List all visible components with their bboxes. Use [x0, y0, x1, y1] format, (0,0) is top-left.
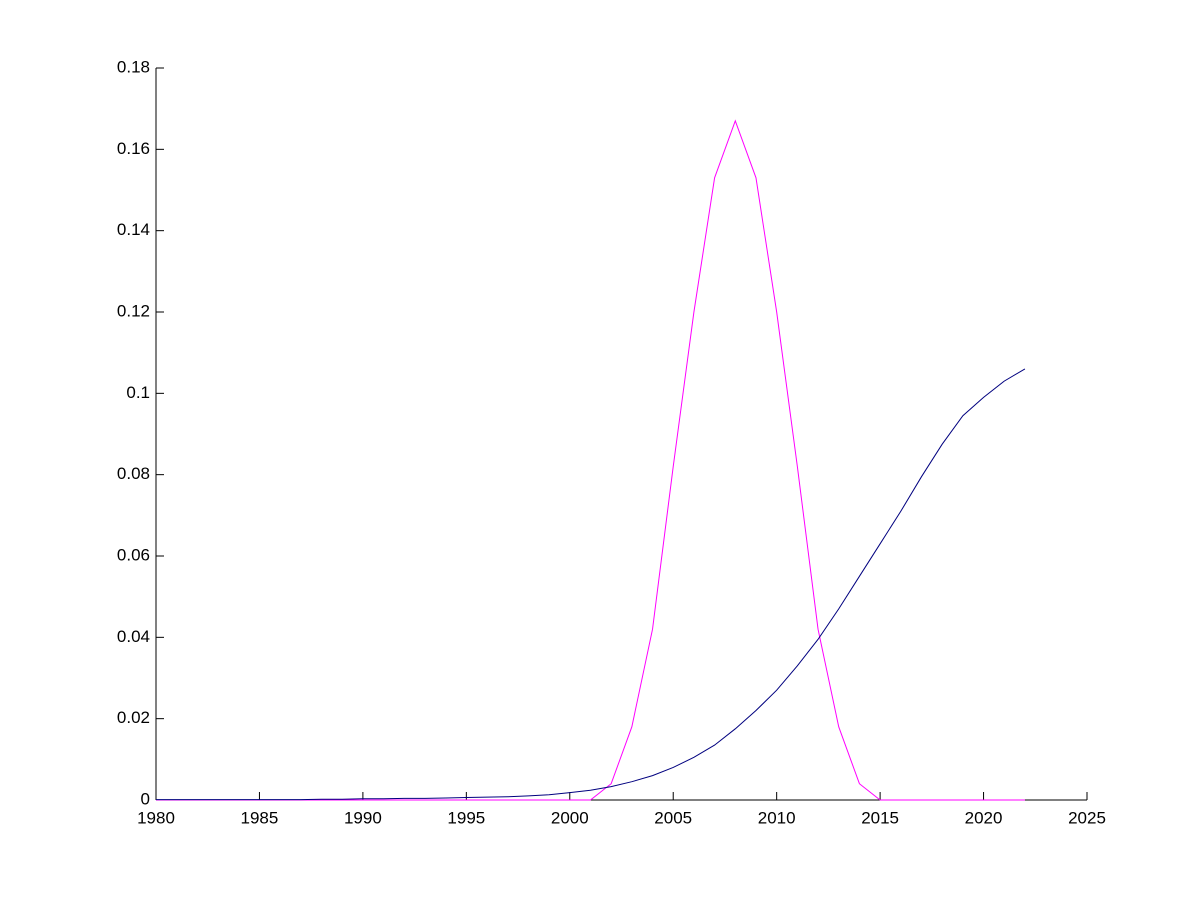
- x-tick-label: 2025: [1068, 808, 1106, 827]
- x-tick-label: 2005: [654, 808, 692, 827]
- y-tick-label: 0.06: [117, 545, 150, 564]
- y-tick-label: 0.14: [117, 220, 150, 239]
- x-tick-label: 2000: [551, 808, 589, 827]
- x-tick-label: 1995: [447, 808, 485, 827]
- y-tick-label: 0.1: [126, 383, 150, 402]
- y-tick-label: 0.18: [117, 57, 150, 76]
- y-tick-label: 0.16: [117, 139, 150, 158]
- y-tick-label: 0.08: [117, 464, 150, 483]
- x-tick-label: 2015: [861, 808, 899, 827]
- x-tick-label: 2010: [758, 808, 796, 827]
- x-tick-label: 2020: [965, 808, 1003, 827]
- y-tick-label: 0.02: [117, 708, 150, 727]
- y-tick-label: 0: [141, 789, 150, 808]
- x-tick-label: 1985: [241, 808, 279, 827]
- y-tick-label: 0.04: [117, 627, 150, 646]
- y-tick-label: 0.12: [117, 301, 150, 320]
- line-series: [156, 368, 1026, 801]
- x-tick-label: 1990: [344, 808, 382, 827]
- line-series: [156, 119, 1025, 801]
- x-tick-label: 1980: [137, 808, 175, 827]
